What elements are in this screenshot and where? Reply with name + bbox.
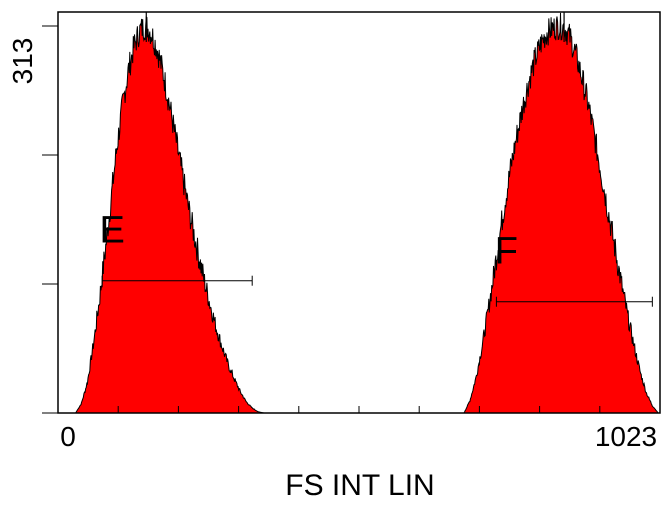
x-axis-label: FS INT LIN bbox=[285, 469, 434, 502]
x-tick-label-min: 0 bbox=[60, 421, 76, 452]
gate-label-f: F bbox=[495, 231, 518, 273]
x-ticks bbox=[117, 406, 601, 413]
histogram-peak-2 bbox=[463, 12, 660, 414]
gate-markers bbox=[101, 275, 653, 307]
gate-label-e: E bbox=[99, 210, 124, 252]
histogram-peak-1 bbox=[74, 15, 270, 414]
y-ticks bbox=[42, 25, 58, 414]
y-tick-label-max: 313 bbox=[7, 38, 38, 85]
x-tick-label-max: 1023 bbox=[595, 421, 657, 452]
histogram-areas bbox=[74, 12, 660, 414]
